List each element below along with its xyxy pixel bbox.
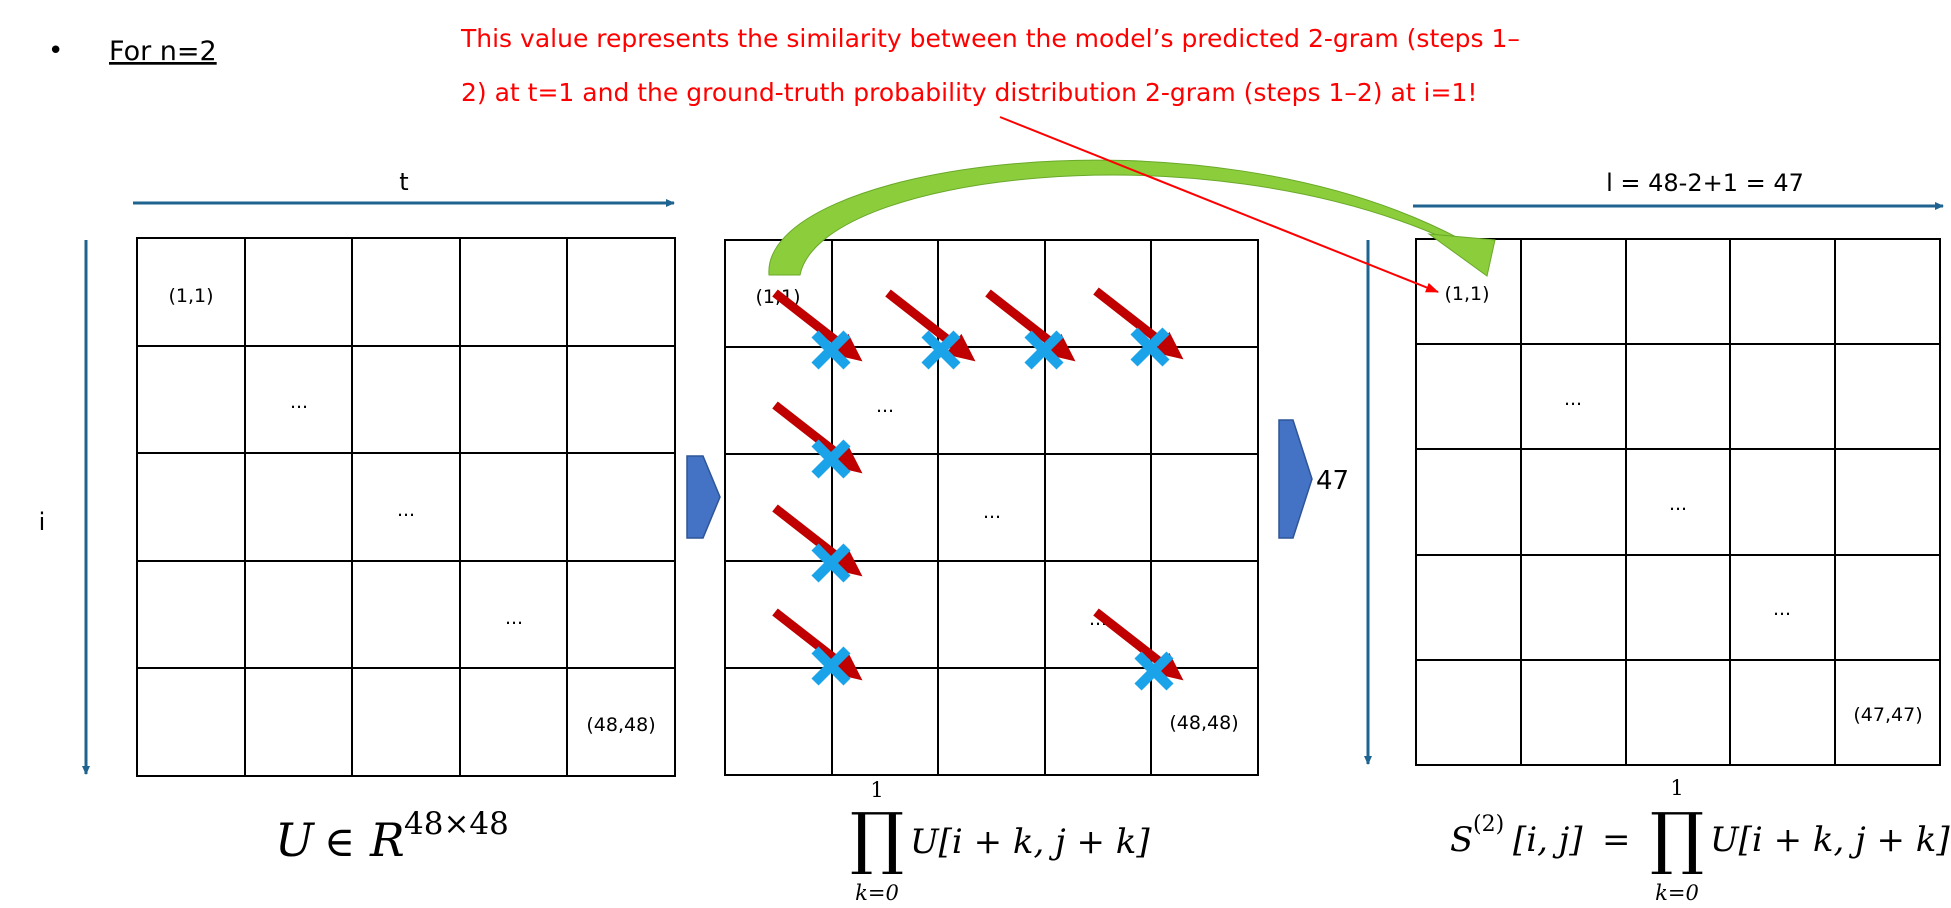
left-diag-dots-3: ... — [505, 607, 523, 629]
l-axis-label: l = 48-2+1 = 47 — [1606, 169, 1804, 197]
right-formula: S (2) [i, j] = 1 ∏ k=0 U[i + k, j + k] — [1450, 776, 1950, 905]
annotation-line-2: 2) at t=1 and the ground-truth probabili… — [461, 78, 1477, 107]
green-curved-arrow-head — [1427, 233, 1496, 277]
left-formula: U ∈ R 48×48 — [275, 806, 509, 867]
diag-arrow — [1093, 608, 1184, 681]
cross-marker — [811, 646, 851, 686]
right-product-upper-limit: 1 — [1670, 776, 1683, 800]
green-curved-arrow — [768, 159, 1463, 276]
middle-cell-48-48: (48,48) — [1169, 712, 1238, 734]
right-diag-dots-2: ... — [1669, 493, 1687, 515]
right-cell-1-1: (1,1) — [1444, 283, 1489, 305]
formula-u-symbol: U — [275, 813, 316, 867]
product-lower-limit: k=0 — [855, 881, 899, 905]
middle-formula: 1 ∏ k=0 U[i + k, j + k] — [850, 778, 1150, 905]
cross-marker — [811, 439, 851, 479]
bullet-point: • — [48, 36, 63, 66]
heading-title: For n=2 — [109, 36, 217, 67]
right-product-symbol: ∏ — [1650, 799, 1704, 878]
left-diag-dots-1: ... — [290, 391, 308, 413]
left-matrix-grid — [136, 237, 676, 777]
product-symbol: ∏ — [850, 799, 904, 878]
product-upper-limit: 1 — [870, 778, 883, 802]
middle-diag-dots-1: ... — [876, 395, 894, 417]
left-diag-dots-2: ... — [397, 499, 415, 521]
block-arrow-1 — [686, 455, 721, 539]
cross-marker — [1130, 327, 1170, 367]
cross-marker — [921, 330, 961, 370]
left-cell-1-1: (1,1) — [168, 285, 213, 307]
right-product-lower-limit: k=0 — [1655, 881, 1699, 905]
right-diag-dots-3: ... — [1773, 598, 1791, 620]
cross-marker — [1134, 651, 1174, 691]
right-diag-dots-1: ... — [1564, 388, 1582, 410]
formula-exponent: 48×48 — [404, 806, 509, 842]
annotation-pointer — [999, 116, 1439, 293]
cross-marker — [811, 543, 851, 583]
formula-equals: = — [1602, 820, 1631, 860]
cross-marker — [811, 330, 851, 370]
formula-s-symbol: S — [1450, 820, 1473, 860]
right-matrix-grid — [1415, 238, 1941, 766]
right-product-body: U[i + k, j + k] — [1710, 820, 1950, 860]
formula-r-symbol: R — [369, 813, 405, 867]
formula-s-superscript: (2) — [1473, 812, 1504, 837]
diagonal-arrows — [772, 287, 1184, 681]
cross-markers — [811, 327, 1174, 691]
middle-diag-dots-2: ... — [983, 501, 1001, 523]
i-axis-label: i — [39, 508, 46, 536]
annotation-line-1: This value represents the similarity bet… — [460, 24, 1520, 53]
left-cell-48-48: (48,48) — [586, 714, 655, 736]
product-body: U[i + k, j + k] — [910, 822, 1150, 862]
block-arrow-2 — [1278, 419, 1313, 539]
right-cell-47-47: (47,47) — [1853, 704, 1922, 726]
transition-label: 47 — [1316, 466, 1349, 496]
cross-marker — [1024, 330, 1064, 370]
formula-s-index: [i, j] — [1513, 820, 1583, 860]
formula-in-symbol: ∈ — [324, 817, 355, 866]
t-axis-label: t — [399, 168, 408, 196]
